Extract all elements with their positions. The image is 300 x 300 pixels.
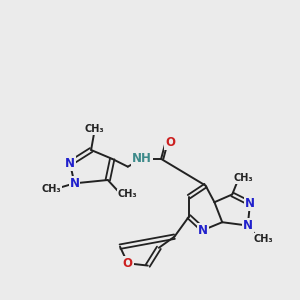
Text: O: O [165, 136, 175, 149]
Text: O: O [123, 257, 133, 270]
Text: N: N [198, 224, 208, 236]
Text: NH: NH [132, 152, 152, 165]
Text: CH₃: CH₃ [233, 173, 253, 183]
Text: CH₃: CH₃ [254, 234, 273, 244]
Text: N: N [65, 157, 75, 170]
Text: CH₃: CH₃ [41, 184, 61, 194]
Text: N: N [243, 219, 253, 232]
Text: CH₃: CH₃ [85, 124, 104, 134]
Text: CH₃: CH₃ [118, 189, 138, 200]
Text: N: N [245, 197, 255, 210]
Text: N: N [69, 177, 80, 190]
